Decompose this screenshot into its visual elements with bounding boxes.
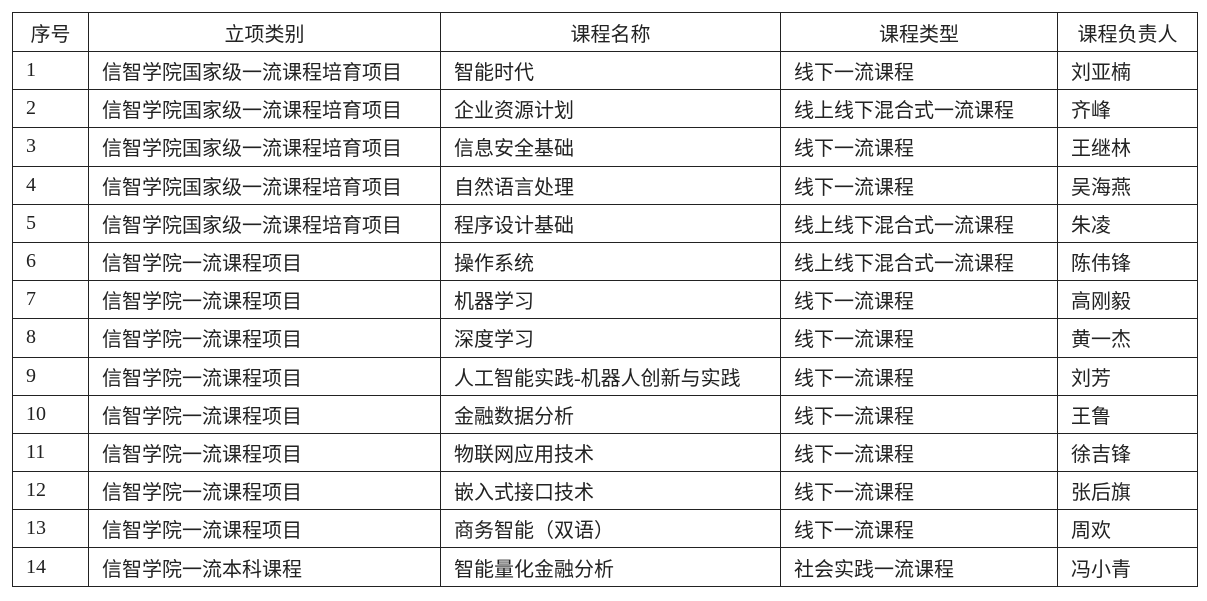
cell-leader: 冯小青 — [1057, 547, 1198, 587]
cell-index: 1 — [12, 50, 89, 91]
table-row: 10 信智学院一流课程项目 金融数据分析 线下一流课程 王鲁 — [12, 394, 1198, 434]
table-header-row: 序号 立项类别 课程名称 课程类型 课程负责人 — [12, 12, 1198, 52]
cell-leader: 张后旗 — [1057, 471, 1198, 511]
cell-index: 2 — [12, 89, 89, 129]
cell-category: 信智学院一流课程项目 — [88, 471, 441, 511]
cell-leader: 吴海燕 — [1057, 165, 1198, 205]
header-leader: 课程负责人 — [1057, 12, 1198, 52]
table-row: 9 信智学院一流课程项目 人工智能实践-机器人创新与实践 线下一流课程 刘芳 — [12, 356, 1198, 396]
cell-course-type: 线下一流课程 — [780, 318, 1058, 358]
cell-category: 信智学院一流课程项目 — [88, 356, 441, 396]
cell-index: 7 — [12, 280, 89, 320]
cell-category: 信智学院国家级一流课程培育项目 — [88, 165, 441, 205]
header-course-name: 课程名称 — [440, 12, 781, 52]
cell-category: 信智学院一流课程项目 — [88, 509, 441, 549]
cell-course-type: 线下一流课程 — [780, 356, 1058, 396]
cell-index: 9 — [12, 356, 89, 396]
cell-category: 信智学院一流课程项目 — [88, 241, 441, 282]
cell-leader: 黄一杰 — [1057, 318, 1198, 358]
cell-leader: 刘芳 — [1057, 356, 1198, 396]
cell-course-name: 物联网应用技术 — [440, 432, 781, 473]
table-row: 2 信智学院国家级一流课程培育项目 企业资源计划 线上线下混合式一流课程 齐峰 — [12, 89, 1198, 129]
cell-category: 信智学院一流课程项目 — [88, 318, 441, 358]
cell-course-name: 操作系统 — [440, 241, 781, 282]
cell-course-type: 线下一流课程 — [780, 432, 1058, 473]
cell-course-name: 信息安全基础 — [440, 127, 781, 167]
cell-leader: 齐峰 — [1057, 89, 1198, 129]
cell-leader: 陈伟锋 — [1057, 241, 1198, 282]
cell-course-type: 社会实践一流课程 — [780, 547, 1058, 587]
cell-course-name: 智能量化金融分析 — [440, 547, 781, 587]
cell-course-name: 深度学习 — [440, 318, 781, 358]
cell-index: 5 — [12, 203, 89, 243]
table-row: 8 信智学院一流课程项目 深度学习 线下一流课程 黄一杰 — [12, 318, 1198, 358]
cell-course-type: 线下一流课程 — [780, 165, 1058, 205]
cell-index: 8 — [12, 318, 89, 358]
cell-course-type: 线下一流课程 — [780, 50, 1058, 91]
cell-index: 11 — [12, 432, 89, 473]
cell-course-name: 自然语言处理 — [440, 165, 781, 205]
cell-category: 信智学院国家级一流课程培育项目 — [88, 203, 441, 243]
table-row: 14 信智学院一流本科课程 智能量化金融分析 社会实践一流课程 冯小青 — [12, 547, 1198, 587]
table-row: 12 信智学院一流课程项目 嵌入式接口技术 线下一流课程 张后旗 — [12, 471, 1198, 511]
table-row: 7 信智学院一流课程项目 机器学习 线下一流课程 高刚毅 — [12, 280, 1198, 320]
cell-course-name: 程序设计基础 — [440, 203, 781, 243]
cell-category: 信智学院一流本科课程 — [88, 547, 441, 587]
cell-category: 信智学院一流课程项目 — [88, 280, 441, 320]
table-row: 6 信智学院一流课程项目 操作系统 线上线下混合式一流课程 陈伟锋 — [12, 241, 1198, 282]
cell-leader: 徐吉锋 — [1057, 432, 1198, 473]
cell-leader: 朱凌 — [1057, 203, 1198, 243]
cell-index: 14 — [12, 547, 89, 587]
table-row: 4 信智学院国家级一流课程培育项目 自然语言处理 线下一流课程 吴海燕 — [12, 165, 1198, 205]
cell-category: 信智学院国家级一流课程培育项目 — [88, 127, 441, 167]
cell-course-name: 嵌入式接口技术 — [440, 471, 781, 511]
cell-course-name: 金融数据分析 — [440, 394, 781, 434]
cell-course-type: 线上线下混合式一流课程 — [780, 203, 1058, 243]
cell-leader: 王鲁 — [1057, 394, 1198, 434]
table-row: 11 信智学院一流课程项目 物联网应用技术 线下一流课程 徐吉锋 — [12, 432, 1198, 473]
cell-course-name: 企业资源计划 — [440, 89, 781, 129]
cell-index: 12 — [12, 471, 89, 511]
cell-course-type: 线下一流课程 — [780, 280, 1058, 320]
cell-category: 信智学院国家级一流课程培育项目 — [88, 50, 441, 91]
header-course-type: 课程类型 — [780, 12, 1058, 52]
cell-index: 6 — [12, 241, 89, 282]
cell-course-type: 线上线下混合式一流课程 — [780, 241, 1058, 282]
cell-index: 3 — [12, 127, 89, 167]
cell-course-name: 商务智能（双语） — [440, 509, 781, 549]
cell-course-name: 人工智能实践-机器人创新与实践 — [440, 356, 781, 396]
cell-course-type: 线下一流课程 — [780, 127, 1058, 167]
cell-leader: 王继林 — [1057, 127, 1198, 167]
table-row: 1 信智学院国家级一流课程培育项目 智能时代 线下一流课程 刘亚楠 — [12, 50, 1198, 91]
header-index: 序号 — [12, 12, 89, 52]
course-table: 序号 立项类别 课程名称 课程类型 课程负责人 1 信智学院国家级一流课程培育项目… — [12, 12, 1198, 587]
table-row: 13 信智学院一流课程项目 商务智能（双语） 线下一流课程 周欢 — [12, 509, 1198, 549]
cell-category: 信智学院一流课程项目 — [88, 432, 441, 473]
cell-leader: 高刚毅 — [1057, 280, 1198, 320]
cell-index: 13 — [12, 509, 89, 549]
cell-leader: 刘亚楠 — [1057, 50, 1198, 91]
table-row: 3 信智学院国家级一流课程培育项目 信息安全基础 线下一流课程 王继林 — [12, 127, 1198, 167]
cell-course-name: 机器学习 — [440, 280, 781, 320]
cell-course-type: 线上线下混合式一流课程 — [780, 89, 1058, 129]
cell-course-name: 智能时代 — [440, 50, 781, 91]
cell-category: 信智学院国家级一流课程培育项目 — [88, 89, 441, 129]
cell-course-type: 线下一流课程 — [780, 509, 1058, 549]
cell-index: 10 — [12, 394, 89, 434]
cell-leader: 周欢 — [1057, 509, 1198, 549]
header-category: 立项类别 — [88, 12, 441, 52]
table-row: 5 信智学院国家级一流课程培育项目 程序设计基础 线上线下混合式一流课程 朱凌 — [12, 203, 1198, 243]
cell-course-type: 线下一流课程 — [780, 471, 1058, 511]
cell-category: 信智学院一流课程项目 — [88, 394, 441, 434]
cell-course-type: 线下一流课程 — [780, 394, 1058, 434]
cell-index: 4 — [12, 165, 89, 205]
